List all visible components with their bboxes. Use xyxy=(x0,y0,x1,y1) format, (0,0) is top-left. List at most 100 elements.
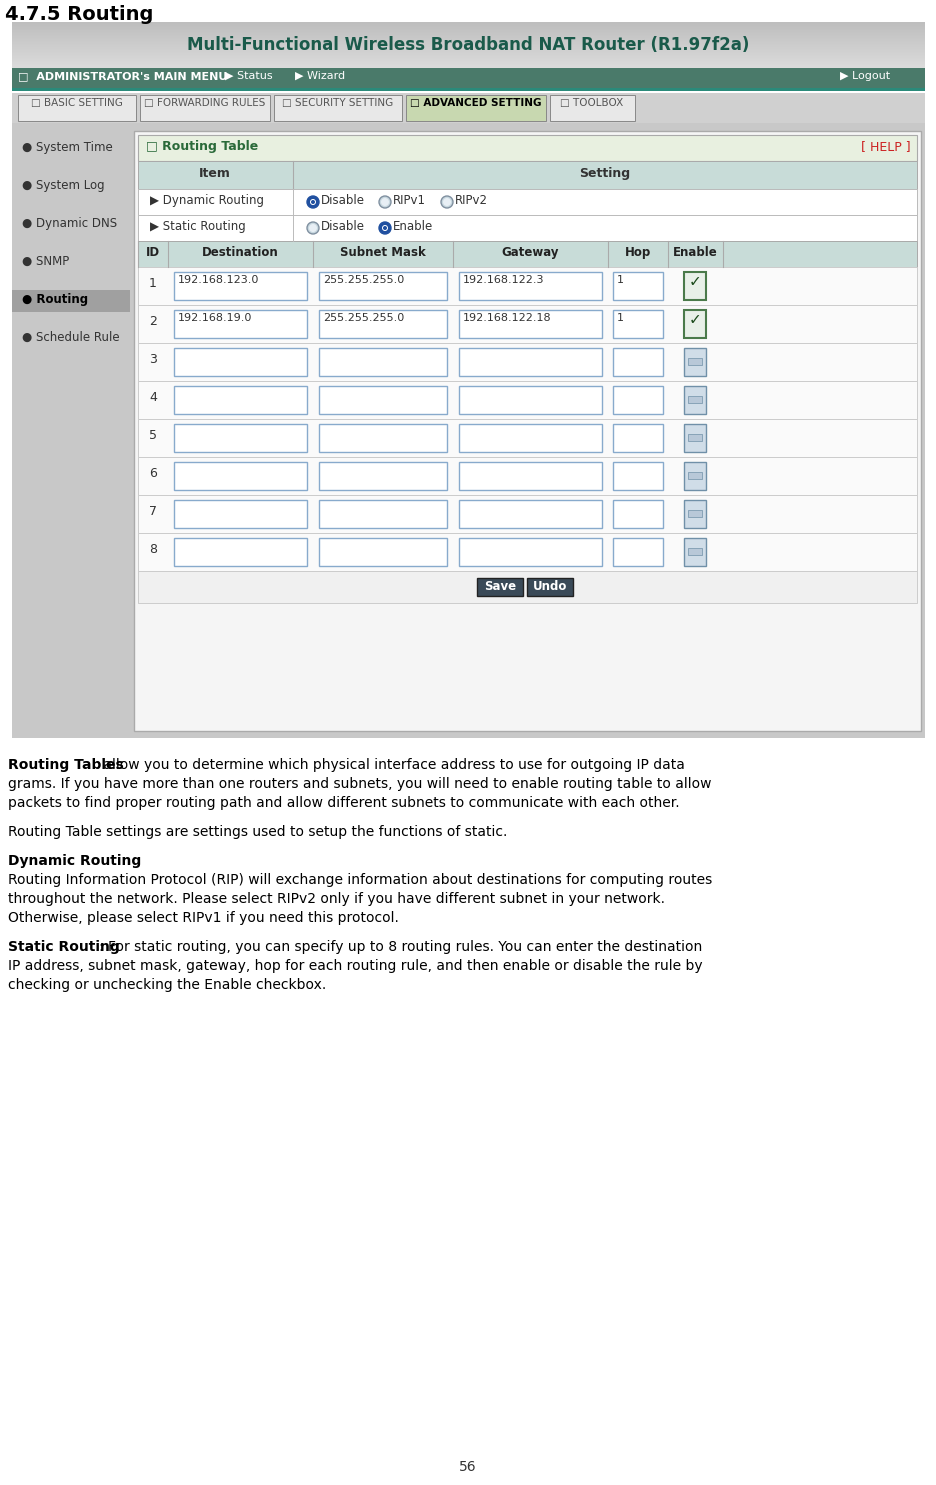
Circle shape xyxy=(441,196,452,208)
Bar xyxy=(12,123,130,738)
Bar xyxy=(138,419,916,457)
Text: 7: 7 xyxy=(149,505,157,518)
Text: Multi-Functional Wireless Broadband NAT Router (R1.97f2a): Multi-Functional Wireless Broadband NAT … xyxy=(186,36,749,53)
Text: ▶ Status: ▶ Status xyxy=(225,71,272,82)
Bar xyxy=(12,290,130,312)
Text: Enable: Enable xyxy=(672,247,717,258)
Text: Setting: Setting xyxy=(578,166,630,180)
Text: Gateway: Gateway xyxy=(501,247,558,258)
Text: ● Dynamic DNS: ● Dynamic DNS xyxy=(22,217,117,230)
Text: 8: 8 xyxy=(149,544,157,555)
Text: ● System Log: ● System Log xyxy=(22,180,105,192)
Text: allow you to determine which physical interface address to use for outgoing IP d: allow you to determine which physical in… xyxy=(99,757,684,772)
Bar xyxy=(683,500,705,529)
Bar xyxy=(687,434,701,441)
Text: ▶ Wizard: ▶ Wizard xyxy=(295,71,344,82)
Bar xyxy=(273,95,402,120)
Bar xyxy=(174,500,307,529)
Bar xyxy=(138,135,916,160)
Text: □ FORWARDING RULES: □ FORWARDING RULES xyxy=(144,98,266,108)
Text: checking or unchecking the Enable checkbox.: checking or unchecking the Enable checkb… xyxy=(8,979,326,992)
Text: ✓: ✓ xyxy=(688,275,701,290)
Bar xyxy=(683,272,705,300)
Circle shape xyxy=(309,224,316,232)
Bar xyxy=(12,94,924,123)
Bar xyxy=(18,95,136,120)
Text: □ BASIC SETTING: □ BASIC SETTING xyxy=(31,98,123,108)
Text: Undo: Undo xyxy=(533,581,566,593)
Bar xyxy=(687,396,701,402)
Bar xyxy=(687,548,701,555)
Bar xyxy=(318,462,446,490)
Bar xyxy=(174,425,307,451)
Text: □  ADMINISTRATOR's MAIN MENU: □ ADMINISTRATOR's MAIN MENU xyxy=(18,71,227,82)
Text: Routing Tables: Routing Tables xyxy=(8,757,124,772)
Text: Routing Information Protocol (RIP) will exchange information about destinations : Routing Information Protocol (RIP) will … xyxy=(8,873,711,887)
Text: Hop: Hop xyxy=(624,247,651,258)
Text: ● SNMP: ● SNMP xyxy=(22,255,69,267)
Bar xyxy=(138,304,916,343)
Text: packets to find proper routing path and allow different subnets to communicate w: packets to find proper routing path and … xyxy=(8,796,679,809)
Bar xyxy=(459,538,601,566)
Bar xyxy=(612,462,663,490)
Text: RIPv2: RIPv2 xyxy=(455,195,488,206)
Text: Routing Table settings are settings used to setup the functions of static.: Routing Table settings are settings used… xyxy=(8,826,506,839)
Bar xyxy=(138,241,916,267)
Bar xyxy=(683,538,705,566)
Circle shape xyxy=(378,196,390,208)
Text: ▶ Static Routing: ▶ Static Routing xyxy=(150,220,245,233)
Bar xyxy=(318,272,446,300)
Circle shape xyxy=(310,199,315,205)
Bar xyxy=(612,310,663,339)
Circle shape xyxy=(382,226,388,232)
Text: 192.168.123.0: 192.168.123.0 xyxy=(178,275,259,285)
Bar xyxy=(138,215,916,241)
Bar xyxy=(318,425,446,451)
Bar xyxy=(476,578,522,595)
Bar xyxy=(318,347,446,376)
Bar xyxy=(459,272,601,300)
Bar xyxy=(683,386,705,414)
Text: ▶ Dynamic Routing: ▶ Dynamic Routing xyxy=(150,195,264,206)
Bar xyxy=(138,267,916,304)
Bar xyxy=(12,22,924,68)
Text: □ Routing Table: □ Routing Table xyxy=(146,140,258,153)
Circle shape xyxy=(307,221,318,235)
Bar xyxy=(318,310,446,339)
Text: 1: 1 xyxy=(149,278,156,290)
Bar xyxy=(459,310,601,339)
Text: 1: 1 xyxy=(616,313,623,324)
Bar xyxy=(459,500,601,529)
Bar xyxy=(12,88,924,91)
Text: Dynamic Routing: Dynamic Routing xyxy=(8,854,141,869)
Text: Static Routing: Static Routing xyxy=(8,940,120,953)
Bar xyxy=(683,347,705,376)
Bar xyxy=(687,472,701,480)
Text: □ ADVANCED SETTING: □ ADVANCED SETTING xyxy=(410,98,541,108)
Text: 255.255.255.0: 255.255.255.0 xyxy=(323,275,403,285)
Bar xyxy=(549,95,635,120)
Bar xyxy=(174,538,307,566)
Text: Enable: Enable xyxy=(392,220,432,233)
Circle shape xyxy=(443,198,450,206)
Text: 2: 2 xyxy=(149,315,156,328)
Text: 1: 1 xyxy=(616,275,623,285)
Bar xyxy=(138,533,916,572)
Circle shape xyxy=(383,226,387,230)
Text: Otherwise, please select RIPv1 if you need this protocol.: Otherwise, please select RIPv1 if you ne… xyxy=(8,910,399,925)
Text: 4: 4 xyxy=(149,391,156,404)
Text: ● Schedule Rule: ● Schedule Rule xyxy=(22,331,120,345)
Bar xyxy=(459,386,601,414)
Bar xyxy=(138,495,916,533)
Text: 3: 3 xyxy=(149,353,156,365)
Text: 5: 5 xyxy=(149,429,157,443)
Bar xyxy=(174,347,307,376)
Bar xyxy=(138,382,916,419)
Text: ● Routing: ● Routing xyxy=(22,293,88,306)
Text: ID: ID xyxy=(146,247,160,258)
Circle shape xyxy=(378,221,390,235)
Bar xyxy=(612,500,663,529)
Text: ✓: ✓ xyxy=(688,312,701,327)
Text: 192.168.122.3: 192.168.122.3 xyxy=(462,275,544,285)
Text: 4.7.5 Routing: 4.7.5 Routing xyxy=(5,4,154,24)
